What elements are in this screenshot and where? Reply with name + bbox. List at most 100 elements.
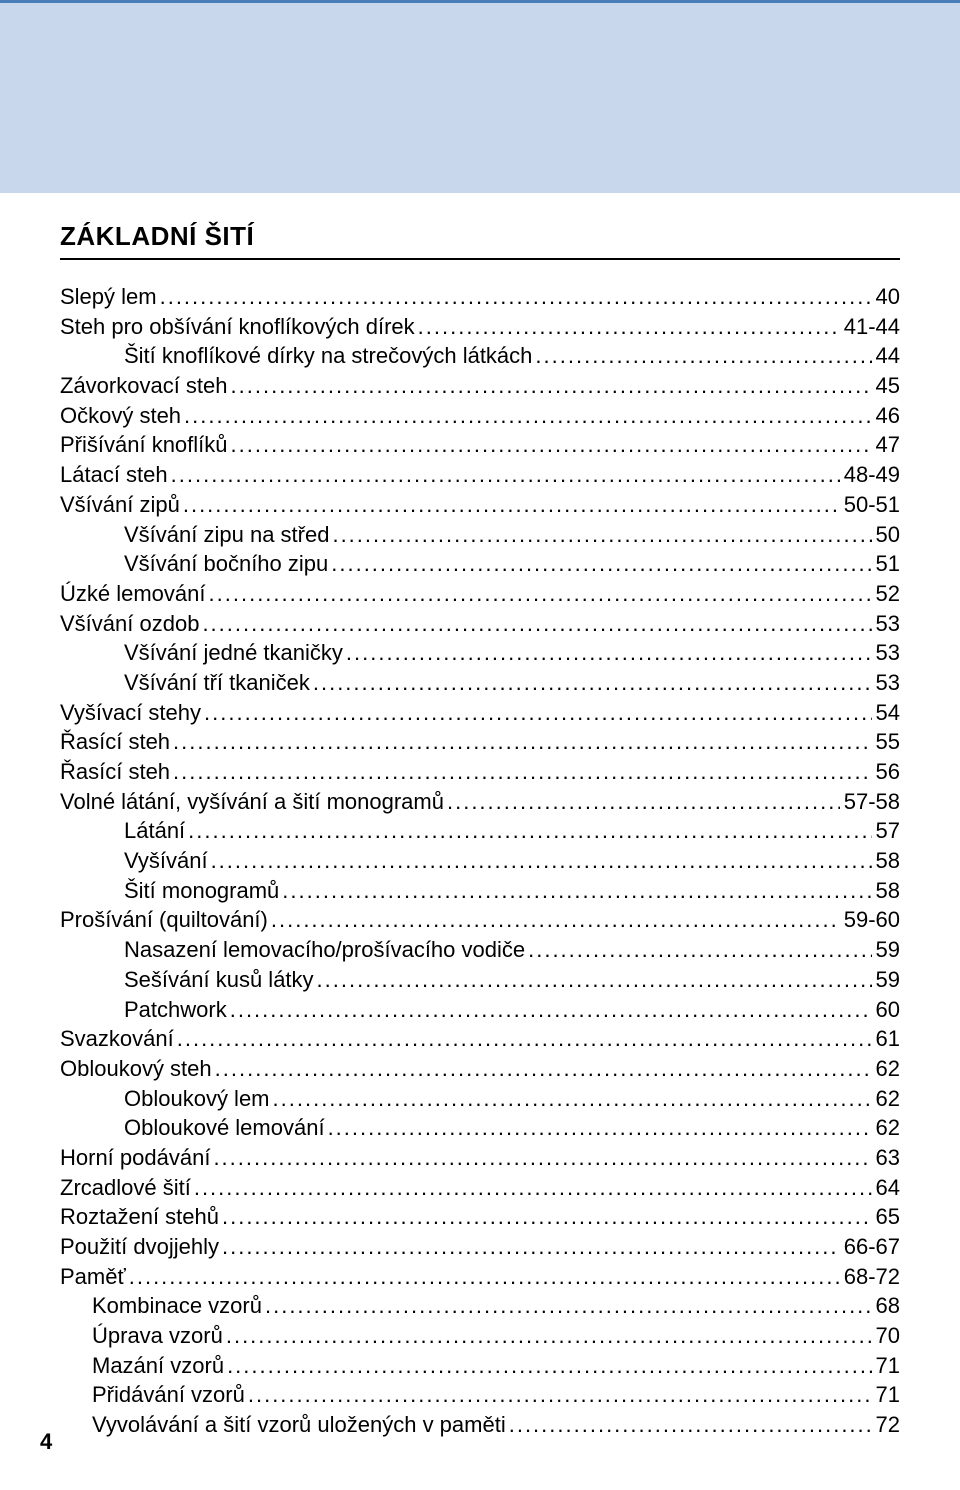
toc-label: Přišívání knoflíků bbox=[60, 430, 228, 460]
toc-entry: Volné látání, vyšívání a šití monogramů … bbox=[60, 787, 900, 817]
toc-label: Roztažení stehů bbox=[60, 1202, 219, 1232]
toc-label: Slepý lem bbox=[60, 282, 157, 312]
toc-page-ref: 47 bbox=[872, 430, 900, 460]
toc-leader-dots bbox=[506, 1410, 872, 1440]
toc-entry: Sešívání kusů látky 59 bbox=[60, 965, 900, 995]
toc-leader-dots bbox=[185, 816, 871, 846]
toc-leader-dots bbox=[262, 1291, 872, 1321]
toc-page-ref: 40 bbox=[872, 282, 900, 312]
toc-label: Použití dvojjehly bbox=[60, 1232, 219, 1262]
toc-page-ref: 60 bbox=[872, 995, 900, 1025]
toc-leader-dots bbox=[174, 1024, 872, 1054]
toc-leader-dots bbox=[525, 935, 871, 965]
toc-label: Všívání zipů bbox=[60, 490, 180, 520]
toc-page-ref: 71 bbox=[872, 1380, 900, 1410]
toc-entry: Přišívání knoflíků 47 bbox=[60, 430, 900, 460]
toc-label: Volné látání, vyšívání a šití monogramů bbox=[60, 787, 444, 817]
toc-page-ref: 59-60 bbox=[840, 905, 900, 935]
toc-page-ref: 66-67 bbox=[840, 1232, 900, 1262]
toc-page-ref: 62 bbox=[872, 1084, 900, 1114]
toc-label: Kombinace vzorů bbox=[92, 1291, 262, 1321]
toc-entry: Obloukový lem 62 bbox=[60, 1084, 900, 1114]
toc-leader-dots bbox=[444, 787, 840, 817]
toc-entry: Svazkování 61 bbox=[60, 1024, 900, 1054]
toc-page-ref: 48-49 bbox=[840, 460, 900, 490]
toc-entry: Všívání ozdob 53 bbox=[60, 609, 900, 639]
toc-page-ref: 53 bbox=[872, 668, 900, 698]
toc-label: Obloukové lemování bbox=[124, 1113, 325, 1143]
toc-page-ref: 51 bbox=[872, 549, 900, 579]
page-container: ZÁKLADNÍ ŠITÍ Slepý lem 40Steh pro obšív… bbox=[0, 0, 960, 1490]
toc-page-ref: 52 bbox=[872, 579, 900, 609]
toc-label: Úzké lemování bbox=[60, 579, 206, 609]
toc-label: Všívání bočního zipu bbox=[124, 549, 328, 579]
toc-label: Paměť bbox=[60, 1262, 126, 1292]
toc-leader-dots bbox=[157, 282, 872, 312]
toc-label: Všívání zipu na střed bbox=[124, 520, 329, 550]
toc-label: Šití monogramů bbox=[124, 876, 279, 906]
toc-entry: Úzké lemování 52 bbox=[60, 579, 900, 609]
toc-leader-dots bbox=[343, 638, 872, 668]
toc-leader-dots bbox=[210, 1143, 871, 1173]
toc-page-ref: 56 bbox=[872, 757, 900, 787]
toc-entry: Přidávání vzorů 71 bbox=[60, 1380, 900, 1410]
toc-page-ref: 65 bbox=[872, 1202, 900, 1232]
toc-page-ref: 63 bbox=[872, 1143, 900, 1173]
toc-label: Nasazení lemovacího/prošívacího vodiče bbox=[124, 935, 525, 965]
toc-entry: Všívání tří tkaniček 53 bbox=[60, 668, 900, 698]
toc-entry: Řasící steh 55 bbox=[60, 727, 900, 757]
toc-label: Látací steh bbox=[60, 460, 168, 490]
content-area: ZÁKLADNÍ ŠITÍ Slepý lem 40Steh pro obšív… bbox=[0, 193, 960, 1490]
toc-entry: Všívání zipu na střed 50 bbox=[60, 520, 900, 550]
toc-page-ref: 53 bbox=[872, 609, 900, 639]
toc-entry: Úprava vzorů 70 bbox=[60, 1321, 900, 1351]
toc-entry: Všívání jedné tkaničky 53 bbox=[60, 638, 900, 668]
toc-entry: Všívání bočního zipu 51 bbox=[60, 549, 900, 579]
toc-leader-dots bbox=[268, 905, 840, 935]
toc-entry: Kombinace vzorů 68 bbox=[60, 1291, 900, 1321]
toc-entry: Použití dvojjehly 66-67 bbox=[60, 1232, 900, 1262]
toc-leader-dots bbox=[199, 609, 871, 639]
toc-leader-dots bbox=[227, 995, 872, 1025]
toc-page-ref: 41-44 bbox=[840, 312, 900, 342]
toc-page-ref: 45 bbox=[872, 371, 900, 401]
toc-entry: Šití monogramů 58 bbox=[60, 876, 900, 906]
toc-label: Patchwork bbox=[124, 995, 227, 1025]
toc-label: Svazkování bbox=[60, 1024, 174, 1054]
toc-leader-dots bbox=[126, 1262, 840, 1292]
toc-page-ref: 53 bbox=[872, 638, 900, 668]
toc-page-ref: 54 bbox=[872, 698, 900, 728]
toc-page-ref: 62 bbox=[872, 1113, 900, 1143]
toc-entry: Prošívání (quiltování) 59-60 bbox=[60, 905, 900, 935]
toc-page-ref: 58 bbox=[872, 846, 900, 876]
toc-label: Zrcadlové šití bbox=[60, 1173, 191, 1203]
toc-entry: Patchwork 60 bbox=[60, 995, 900, 1025]
toc-label: Látání bbox=[124, 816, 185, 846]
toc-leader-dots bbox=[325, 1113, 872, 1143]
toc-leader-dots bbox=[245, 1380, 872, 1410]
toc-page-ref: 44 bbox=[872, 341, 900, 371]
toc-leader-dots bbox=[270, 1084, 872, 1114]
toc-page-ref: 64 bbox=[872, 1173, 900, 1203]
toc-leader-dots bbox=[228, 371, 872, 401]
toc-entry: Nasazení lemovacího/prošívacího vodiče 5… bbox=[60, 935, 900, 965]
toc-label: Prošívání (quiltování) bbox=[60, 905, 268, 935]
toc-page-ref: 50-51 bbox=[840, 490, 900, 520]
toc-leader-dots bbox=[168, 460, 840, 490]
toc-list: Slepý lem 40Steh pro obšívání knoflíkový… bbox=[60, 282, 900, 1440]
toc-page-ref: 68 bbox=[872, 1291, 900, 1321]
toc-leader-dots bbox=[329, 520, 871, 550]
toc-entry: Obloukový steh 62 bbox=[60, 1054, 900, 1084]
toc-label: Všívání jedné tkaničky bbox=[124, 638, 343, 668]
toc-leader-dots bbox=[212, 1054, 872, 1084]
toc-leader-dots bbox=[180, 490, 840, 520]
toc-label: Řasící steh bbox=[60, 727, 170, 757]
toc-leader-dots bbox=[223, 1321, 872, 1351]
toc-entry: Obloukové lemování 62 bbox=[60, 1113, 900, 1143]
toc-leader-dots bbox=[206, 579, 872, 609]
toc-page-ref: 50 bbox=[872, 520, 900, 550]
toc-entry: Slepý lem 40 bbox=[60, 282, 900, 312]
toc-label: Vyšívání bbox=[124, 846, 208, 876]
toc-entry: Šití knoflíkové dírky na strečových látk… bbox=[60, 341, 900, 371]
toc-entry: Očkový steh 46 bbox=[60, 401, 900, 431]
